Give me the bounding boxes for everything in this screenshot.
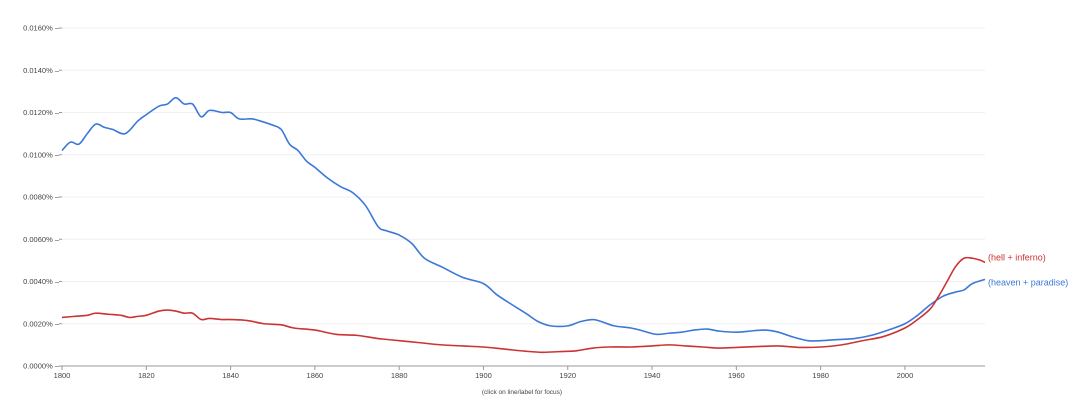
y-tick-label: 0.0160% – (23, 24, 60, 33)
focus-hint: (click on line/label for focus) (482, 389, 562, 396)
x-tick-label: 1860 (307, 371, 324, 380)
series-lines[interactable] (61, 96, 986, 354)
x-axis: 1800 1820 1840 1860 1880 1900 1920 1940 1960 1980… (54, 365, 985, 380)
x-tick-label: 1800 (54, 371, 71, 380)
x-tick-label: 2000 (897, 371, 914, 380)
series-labels[interactable]: (heaven + paradise) (hell + inferno) (988, 252, 1068, 287)
y-tick-label: 0.0120% – (23, 108, 60, 117)
y-tick-label: 0.0080% – (23, 193, 60, 202)
x-tick-label: 1940 (644, 371, 661, 380)
x-tick-label: 1920 (559, 371, 576, 380)
y-tick-label: 0.0000% – (23, 362, 60, 371)
y-tick-label: 0.0040% – (23, 277, 60, 286)
gridlines (62, 27, 985, 325)
y-tick-label: 0.0100% – (23, 150, 60, 159)
x-tick-label: 1980 (812, 371, 829, 380)
y-tick-label: 0.0060% – (23, 235, 60, 244)
x-tick-label: 1900 (475, 371, 492, 380)
x-tick-label: 1840 (222, 371, 239, 380)
series-label-heaven-paradise[interactable]: (heaven + paradise) (988, 277, 1068, 287)
x-tick-label: 1960 (728, 371, 745, 380)
y-tick-label: 0.0020% – (23, 319, 60, 328)
series-line-heaven-paradise[interactable] (61, 96, 986, 342)
series-label-hell-inferno[interactable]: (hell + inferno) (988, 252, 1046, 262)
series-line-hell-inferno[interactable] (61, 256, 986, 354)
y-tick-label: 0.0140% – (23, 66, 60, 75)
x-tick-label: 1880 (391, 371, 408, 380)
y-axis: 0.0000% – 0.0020% – 0.0040% – 0.0060% – 0.00… (23, 24, 62, 371)
x-tick-label: 1820 (138, 371, 155, 380)
